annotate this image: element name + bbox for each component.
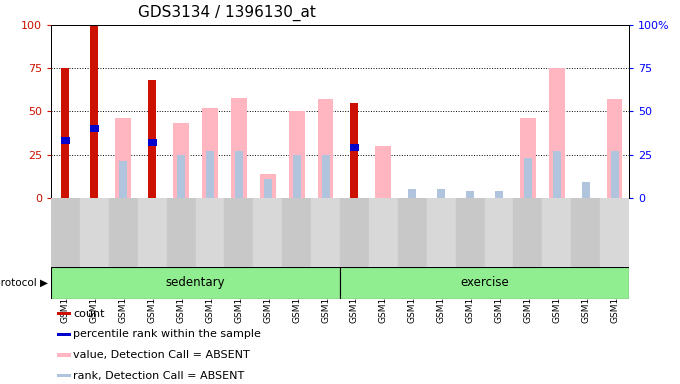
Bar xyxy=(340,267,629,299)
Bar xyxy=(318,99,333,198)
Bar xyxy=(571,198,600,267)
Bar xyxy=(524,158,532,198)
Bar xyxy=(311,198,340,267)
Text: percentile rank within the sample: percentile rank within the sample xyxy=(73,329,261,339)
Bar xyxy=(408,189,416,198)
Bar xyxy=(119,161,127,198)
Bar xyxy=(322,155,330,198)
Bar xyxy=(484,198,513,267)
Bar xyxy=(90,25,99,198)
Bar xyxy=(289,111,305,198)
Bar xyxy=(57,374,71,377)
Bar xyxy=(466,191,474,198)
Bar xyxy=(260,174,275,198)
Text: exercise: exercise xyxy=(460,276,509,289)
Bar xyxy=(51,198,80,267)
Bar xyxy=(369,198,398,267)
Bar xyxy=(177,155,185,198)
Bar xyxy=(51,267,340,299)
Bar xyxy=(520,118,536,198)
Bar xyxy=(456,198,484,267)
Bar xyxy=(231,98,247,198)
Bar xyxy=(549,68,564,198)
Bar xyxy=(137,198,167,267)
Text: rank, Detection Call = ABSENT: rank, Detection Call = ABSENT xyxy=(73,371,244,381)
Bar xyxy=(350,144,359,151)
Bar xyxy=(375,146,391,198)
Bar xyxy=(116,118,131,198)
Bar xyxy=(611,151,619,198)
Bar xyxy=(398,198,427,267)
Bar xyxy=(581,182,590,198)
Bar xyxy=(224,198,254,267)
Text: count: count xyxy=(73,309,105,319)
Bar xyxy=(148,139,156,146)
Bar xyxy=(57,312,71,316)
Bar xyxy=(206,151,214,198)
Bar xyxy=(61,68,69,198)
Text: sedentary: sedentary xyxy=(166,276,225,289)
Bar xyxy=(61,137,70,144)
Bar xyxy=(90,125,99,132)
Bar xyxy=(109,198,137,267)
Text: GDS3134 / 1396130_at: GDS3134 / 1396130_at xyxy=(137,5,316,21)
Bar xyxy=(543,198,571,267)
Bar xyxy=(235,151,243,198)
Bar xyxy=(292,155,301,198)
Bar xyxy=(57,353,71,357)
Bar xyxy=(173,124,189,198)
Bar xyxy=(495,191,503,198)
Bar xyxy=(80,198,109,267)
Bar xyxy=(427,198,456,267)
Bar xyxy=(167,198,196,267)
Bar xyxy=(600,198,629,267)
Bar xyxy=(553,151,561,198)
Bar xyxy=(253,198,282,267)
Bar xyxy=(437,189,445,198)
Bar xyxy=(607,99,622,198)
Text: value, Detection Call = ABSENT: value, Detection Call = ABSENT xyxy=(73,350,250,360)
Bar xyxy=(148,80,156,198)
Bar xyxy=(350,103,358,198)
Text: protocol ▶: protocol ▶ xyxy=(0,278,48,288)
Bar xyxy=(57,333,71,336)
Bar xyxy=(202,108,218,198)
Bar xyxy=(340,198,369,267)
Bar xyxy=(264,179,272,198)
Bar xyxy=(282,198,311,267)
Bar xyxy=(513,198,543,267)
Bar xyxy=(196,198,224,267)
